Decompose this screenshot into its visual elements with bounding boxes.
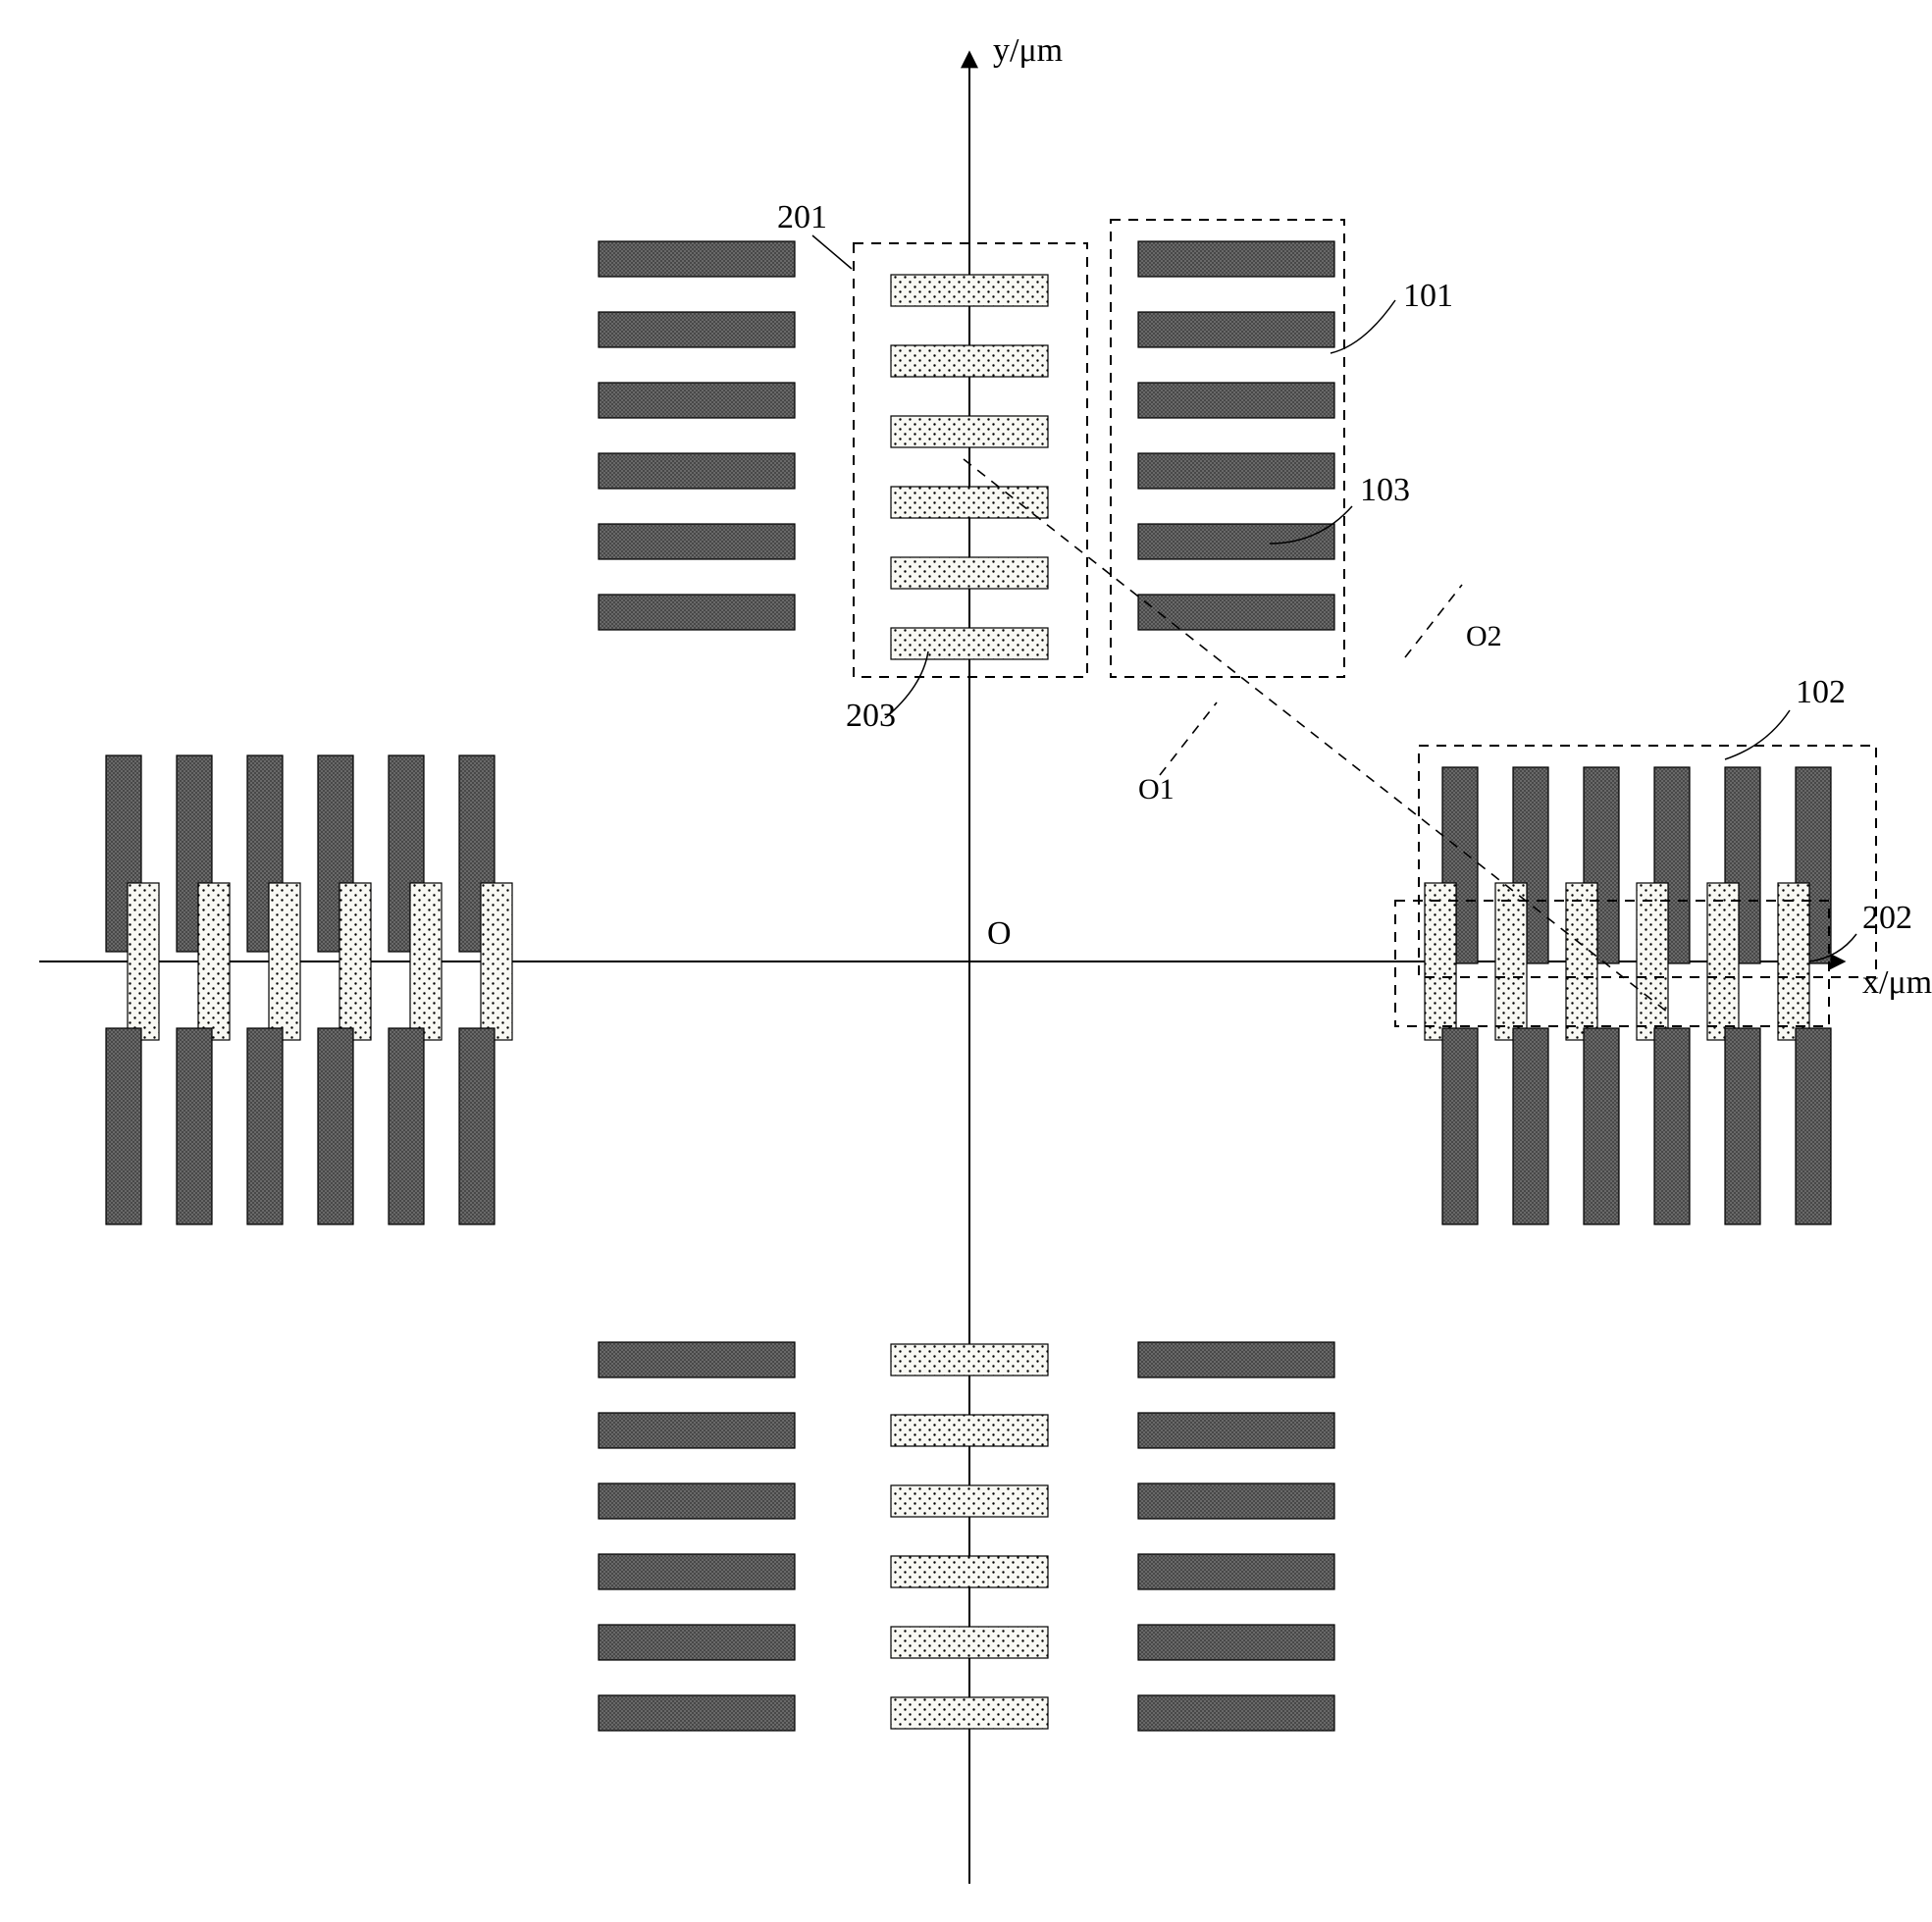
bar	[1584, 1028, 1619, 1224]
bar	[1138, 524, 1334, 559]
bar	[599, 453, 795, 489]
bar	[891, 1556, 1048, 1587]
bar	[599, 595, 795, 630]
bar	[1654, 1028, 1690, 1224]
diagram-canvas: x/μm y/μm O O1 O2 201 101 103 203 102 202	[0, 0, 1932, 1922]
bar	[599, 383, 795, 418]
bar	[599, 1342, 795, 1377]
callout-203: 203	[846, 698, 896, 734]
bar	[1138, 1483, 1334, 1519]
bar	[318, 1028, 353, 1224]
bar	[599, 1625, 795, 1660]
bar	[1138, 1413, 1334, 1448]
bar	[1138, 453, 1334, 489]
leader-102	[1725, 710, 1790, 759]
bar	[1138, 1625, 1334, 1660]
bar	[891, 1697, 1048, 1729]
bar	[1566, 883, 1597, 1040]
bar	[891, 345, 1048, 377]
bar	[1425, 883, 1456, 1040]
bar	[1138, 383, 1334, 418]
bar	[1138, 312, 1334, 347]
bar	[891, 1344, 1048, 1376]
bar	[891, 1627, 1048, 1658]
label-o1: O1	[1138, 773, 1175, 805]
bar	[1138, 1554, 1334, 1589]
bar	[481, 883, 512, 1040]
bar	[1138, 241, 1334, 277]
bar	[198, 883, 230, 1040]
callout-102: 102	[1796, 674, 1846, 710]
bar	[247, 1028, 283, 1224]
bar	[128, 883, 159, 1040]
bar	[1637, 883, 1668, 1040]
origin-label: O	[987, 915, 1012, 952]
bar-group-h_dark	[1138, 1342, 1334, 1731]
bar	[410, 883, 442, 1040]
bar	[1707, 883, 1739, 1040]
bar	[599, 1695, 795, 1731]
callout-103: 103	[1360, 472, 1410, 508]
bar	[891, 416, 1048, 447]
bar	[599, 1554, 795, 1589]
bar-group-h_dark	[599, 241, 795, 630]
callout-202: 202	[1862, 900, 1912, 936]
bar	[599, 1483, 795, 1519]
bar	[891, 275, 1048, 306]
bar	[891, 1415, 1048, 1446]
bar	[599, 1413, 795, 1448]
bar-group-h_dark	[1138, 241, 1334, 630]
bar	[1725, 1028, 1760, 1224]
bar	[1778, 883, 1809, 1040]
bar	[599, 524, 795, 559]
x-axis-label: x/μm	[1862, 964, 1932, 1001]
bar	[459, 1028, 495, 1224]
bar	[1495, 883, 1527, 1040]
label-o2: O2	[1466, 620, 1502, 652]
bar	[389, 1028, 424, 1224]
bar	[177, 1028, 212, 1224]
bar	[269, 883, 300, 1040]
bar	[1138, 1342, 1334, 1377]
bar	[106, 1028, 141, 1224]
bar	[1138, 1695, 1334, 1731]
bar-group-v_dark	[1442, 1028, 1831, 1224]
bar	[891, 628, 1048, 659]
bar	[1442, 1028, 1478, 1224]
y-axis-label: y/μm	[993, 32, 1063, 69]
bar	[599, 312, 795, 347]
perp-mark-o2	[1405, 585, 1462, 657]
bar-group-h_dark	[599, 1342, 795, 1731]
bar	[891, 487, 1048, 518]
callout-201: 201	[777, 199, 827, 235]
leader-201	[812, 235, 852, 269]
bar-group-v_dark	[106, 1028, 495, 1224]
bar	[1796, 1028, 1831, 1224]
perp-mark-o1	[1160, 702, 1217, 775]
bar	[891, 557, 1048, 589]
callout-101: 101	[1403, 278, 1453, 314]
bar	[1138, 595, 1334, 630]
bar	[339, 883, 371, 1040]
leader-101	[1331, 300, 1395, 353]
bar	[891, 1485, 1048, 1517]
bar	[1513, 1028, 1548, 1224]
bar	[599, 241, 795, 277]
